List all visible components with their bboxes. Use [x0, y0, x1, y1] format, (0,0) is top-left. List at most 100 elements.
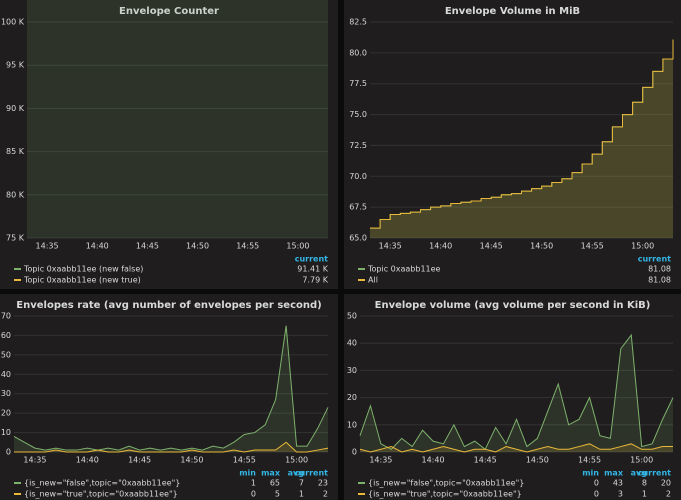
legend-header: current: [295, 255, 328, 264]
legend-value: 2: [666, 490, 671, 499]
legend-value: 8: [642, 479, 647, 488]
area-fill: [360, 443, 673, 452]
panel: [0, 294, 338, 500]
y-tick-label: 65.0: [349, 234, 367, 243]
legend-name: Topic 0xaabb11ee (new true): [23, 276, 141, 285]
x-tick-label: 14:35: [23, 456, 46, 465]
x-tick-label: 15:00: [286, 242, 309, 251]
x-tick-label: 14:45: [136, 242, 159, 251]
y-tick-label: 0: [6, 448, 11, 457]
legend-header: min: [239, 469, 256, 478]
legend-value: 0: [594, 490, 599, 499]
y-tick-label: 40: [1, 370, 11, 379]
y-tick-label: 72.5: [349, 141, 367, 150]
y-tick-label: 40: [347, 339, 357, 348]
legend-value: 65: [270, 479, 280, 488]
x-tick-label: 15:00: [631, 242, 654, 251]
legend-value: 43: [613, 479, 623, 488]
series-line: [359, 333, 674, 451]
legend-value: 1: [642, 490, 647, 499]
x-tick-label: 14:55: [578, 456, 601, 465]
x-tick-label: 15:00: [285, 456, 308, 465]
y-tick-label: 82.5: [349, 18, 367, 27]
x-tick-label: 14:40: [422, 456, 445, 465]
series-line: [370, 39, 674, 229]
y-tick-label: 77.5: [349, 79, 367, 88]
y-tick-label: 95 K: [6, 61, 25, 70]
legend-header: max: [261, 469, 281, 478]
x-tick-label: 14:40: [76, 456, 99, 465]
y-tick-label: 50: [347, 312, 357, 321]
area-fill: [27, 0, 328, 238]
x-tick-label: 14:50: [180, 456, 203, 465]
y-tick-label: 30: [347, 366, 357, 375]
area-fill: [370, 39, 673, 238]
legend-value: 1: [299, 490, 304, 499]
series-line: [13, 325, 329, 451]
legend-value: 81.08: [648, 265, 671, 274]
y-tick-label: 67.5: [349, 203, 367, 212]
x-tick-label: 14:55: [236, 242, 259, 251]
x-tick-label: 14:35: [369, 456, 392, 465]
y-tick-label: 10: [1, 428, 11, 437]
panel: [344, 294, 681, 500]
x-tick-label: 14:40: [429, 242, 452, 251]
legend-swatch: [358, 493, 365, 495]
legend-swatch: [14, 279, 21, 281]
legend-swatch: [14, 482, 21, 484]
area-fill: [370, 39, 673, 238]
panel-title: Envelope volume (avg volume per second i…: [375, 300, 651, 311]
legend-swatch: [358, 279, 365, 281]
x-tick-label: 14:35: [36, 242, 59, 251]
legend-name: Topic 0xaabb11ee: [367, 265, 441, 274]
legend-value: 81.08: [648, 276, 671, 285]
legend-name: {is_new="true",topic="0xaabb11ee"}: [368, 490, 522, 499]
y-tick-label: 75 K: [6, 234, 25, 243]
y-tick-label: 75.0: [349, 110, 367, 119]
legend-value: 1: [251, 479, 256, 488]
legend-header: min: [582, 469, 599, 478]
legend-value: 7.79 K: [302, 276, 328, 285]
area-fill: [360, 335, 673, 452]
legend-value: 3: [618, 490, 623, 499]
legend-value: 5: [275, 490, 280, 499]
legend-value: 2: [323, 490, 328, 499]
legend-header: current: [638, 469, 671, 478]
y-tick-label: 70: [1, 312, 11, 321]
x-tick-label: 14:55: [581, 242, 604, 251]
legend-name: {is_new="false",topic="0xaabb11ee"}: [368, 479, 524, 488]
y-tick-label: 85 K: [6, 147, 25, 156]
panel: [344, 0, 681, 289]
y-tick-label: 80 K: [6, 190, 25, 199]
x-tick-label: 14:55: [233, 456, 256, 465]
legend-header: avg: [631, 469, 648, 478]
x-tick-label: 14:50: [530, 242, 553, 251]
legend-value: 91.41 K: [297, 265, 328, 274]
legend-name: {is_new="false",topic="0xaabb11ee"}: [24, 479, 180, 488]
legend-swatch: [358, 268, 365, 270]
y-tick-label: 10: [347, 420, 357, 429]
x-tick-label: 14:50: [526, 456, 549, 465]
panel: [0, 0, 338, 289]
legend-name: All: [368, 276, 378, 285]
panel-title: Envelopes rate (avg number of envelopes …: [16, 300, 321, 311]
legend-value: 20: [661, 479, 671, 488]
y-tick-label: 20: [1, 409, 11, 418]
x-tick-label: 14:50: [186, 242, 209, 251]
legend-swatch: [358, 482, 365, 484]
series-line: [359, 443, 673, 453]
legend-header: current: [638, 255, 671, 264]
legend-swatch: [14, 493, 21, 495]
legend-header: avg: [288, 469, 305, 478]
y-tick-label: 30: [1, 389, 11, 398]
panel-title: Envelope Counter: [119, 6, 219, 17]
series-line: [14, 441, 329, 453]
y-tick-label: 50: [1, 350, 11, 359]
legend-value: 7: [299, 479, 304, 488]
y-tick-label: 90 K: [6, 104, 25, 113]
legend-value: 23: [318, 479, 328, 488]
x-tick-label: 14:40: [86, 242, 109, 251]
y-tick-label: 0: [352, 448, 357, 457]
x-tick-label: 14:45: [128, 456, 151, 465]
